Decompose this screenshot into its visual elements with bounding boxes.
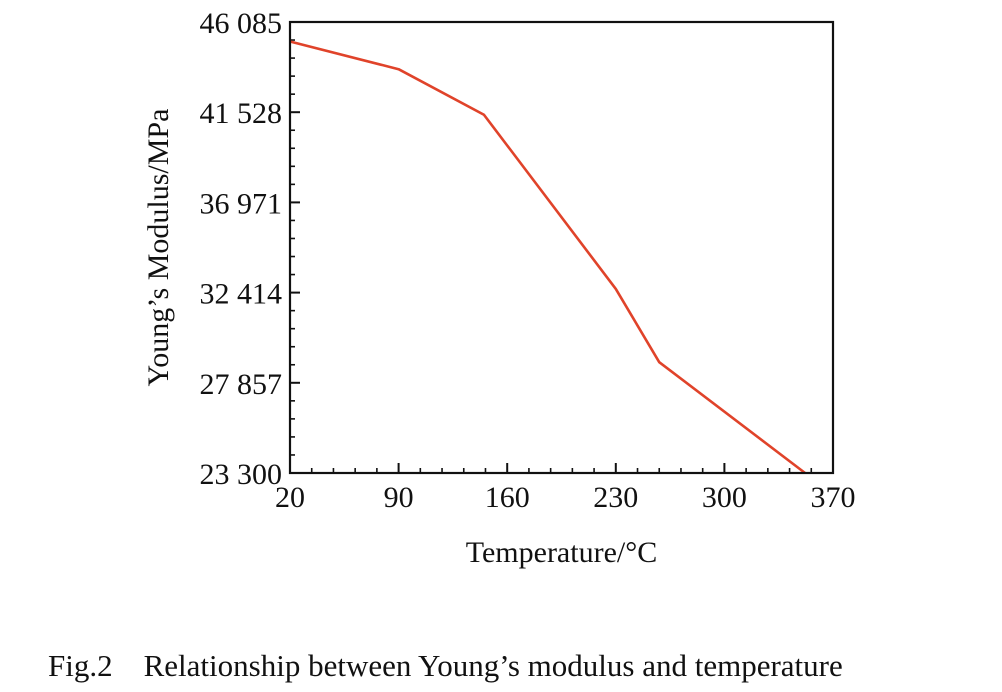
x-tick-label: 160 bbox=[485, 481, 530, 514]
x-tick-label: 300 bbox=[702, 481, 747, 514]
y-tick-label: 41 528 bbox=[200, 97, 283, 130]
x-tick-label: 370 bbox=[811, 481, 856, 514]
plot-frame bbox=[288, 20, 835, 475]
x-tick-label: 230 bbox=[593, 481, 638, 514]
major-ticks bbox=[289, 21, 834, 474]
x-axis-title: Temperature/°C bbox=[466, 536, 657, 569]
figure-caption: Fig.2 Relationship between Young’s modul… bbox=[48, 648, 843, 684]
series-line bbox=[289, 40, 806, 475]
figure-caption-text: Relationship between Young’s modulus and… bbox=[143, 648, 843, 683]
y-tick-label: 32 414 bbox=[200, 278, 283, 311]
series-layer bbox=[289, 40, 806, 475]
minor-ticks bbox=[290, 39, 813, 473]
x-tick-label: 20 bbox=[275, 481, 305, 514]
x-tick-labels: 20 90 160 230 300 370 bbox=[275, 481, 856, 514]
y-tick-label: 27 857 bbox=[200, 368, 283, 401]
figure-number: Fig.2 bbox=[48, 648, 113, 683]
y-tick-label: 46 085 bbox=[200, 7, 283, 40]
y-axis-title: Young’s Modulus/MPa bbox=[142, 109, 175, 387]
young-modulus-chart: 20 90 160 230 300 370 23 300 27 857 32 414 36 97… bbox=[142, 7, 856, 569]
y-tick-labels: 23 300 27 857 32 414 36 971 41 528 46 085 bbox=[200, 7, 283, 491]
y-tick-label: 36 971 bbox=[200, 187, 283, 220]
x-tick-label: 90 bbox=[384, 481, 414, 514]
y-tick-label: 23 300 bbox=[200, 458, 283, 491]
